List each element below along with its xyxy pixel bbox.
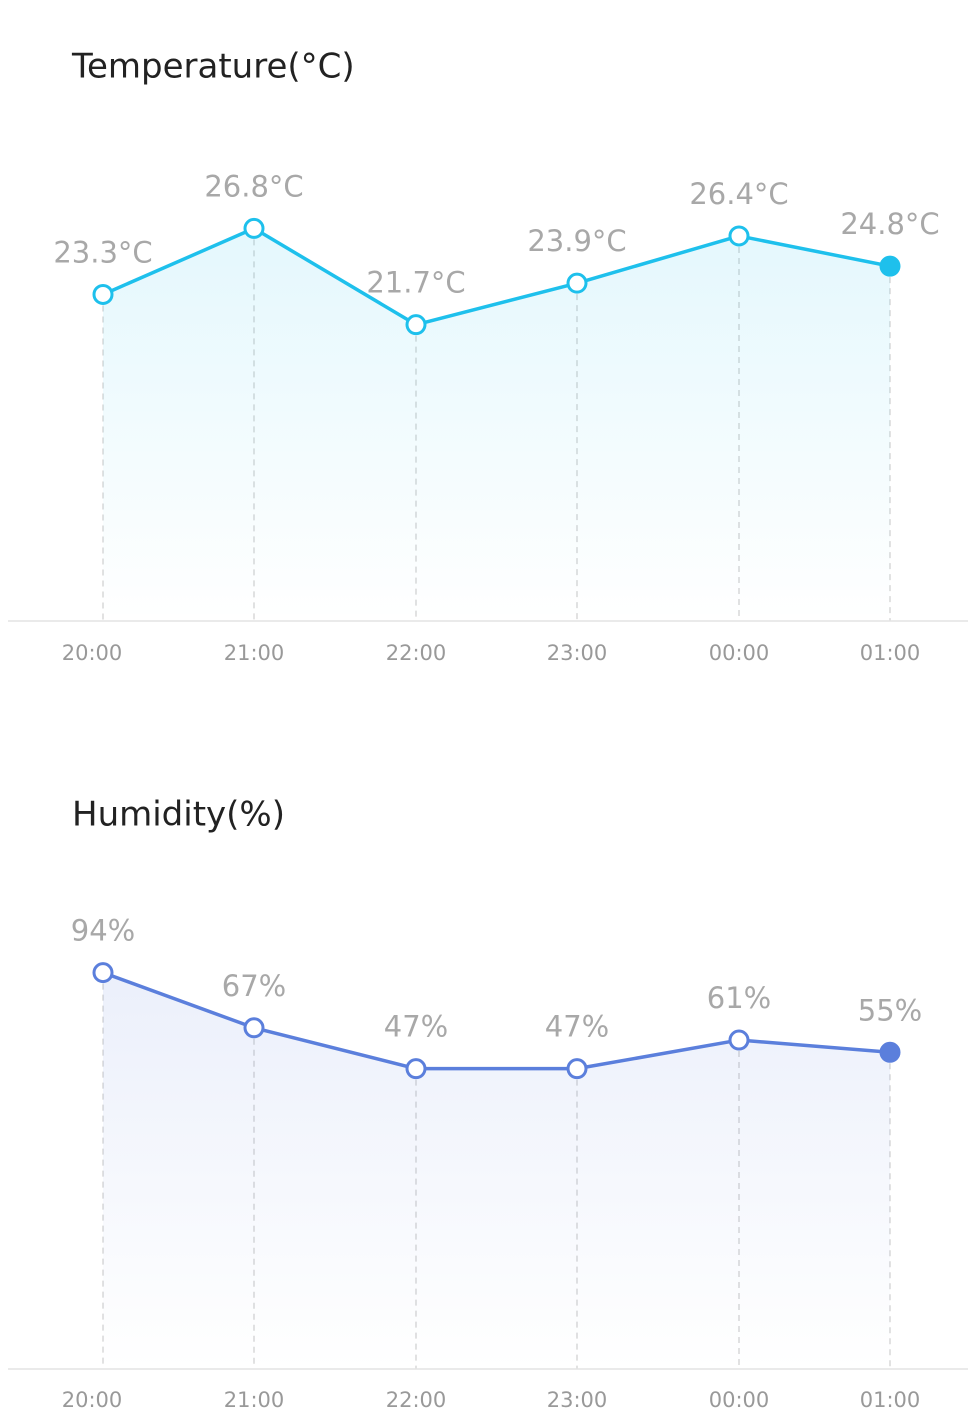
x-tick-label: 20:00 (62, 641, 123, 665)
point (92, 283, 114, 305)
point (405, 1058, 427, 1080)
point (243, 217, 265, 239)
value-label: 26.4°C (689, 177, 788, 211)
point (566, 1058, 588, 1080)
value-label: 47% (545, 1010, 609, 1044)
chart-title: Humidity(%) (72, 795, 285, 835)
point (879, 255, 901, 277)
x-tick-label: 22:00 (386, 1388, 447, 1412)
line (102, 970, 891, 1071)
x-tick-label: 01:00 (860, 1388, 921, 1412)
value-label: 26.8°C (204, 169, 303, 203)
area (103, 228, 890, 621)
point (92, 962, 114, 984)
value-label: 94% (71, 914, 135, 948)
value-label: 23.3°C (53, 235, 152, 269)
x-tick-label: 22:00 (386, 641, 447, 665)
point (566, 272, 588, 294)
point (243, 1017, 265, 1039)
point (728, 225, 750, 247)
x-tick-label: 23:00 (547, 1388, 608, 1412)
x-tick-label: 21:00 (224, 641, 285, 665)
value-label: 21.7°C (366, 266, 465, 300)
value-label: 47% (384, 1010, 448, 1044)
point (879, 1041, 901, 1063)
value-label: 24.8°C (840, 207, 939, 241)
value-label: 55% (858, 993, 922, 1027)
x-tick-label: 21:00 (224, 1388, 285, 1412)
line (102, 226, 891, 327)
x-tick-label: 00:00 (709, 641, 770, 665)
value-label: 61% (707, 981, 771, 1015)
point (728, 1029, 750, 1051)
x-tick-label: 20:00 (62, 1388, 123, 1412)
area (103, 972, 890, 1369)
x-tick-label: 23:00 (547, 641, 608, 665)
x-tick-label: 00:00 (709, 1388, 770, 1412)
chart-title: Temperature(°C) (71, 47, 355, 87)
value-label: 67% (222, 969, 286, 1003)
x-tick-label: 01:00 (860, 641, 921, 665)
value-label: 23.9°C (527, 224, 626, 258)
point (405, 314, 427, 336)
